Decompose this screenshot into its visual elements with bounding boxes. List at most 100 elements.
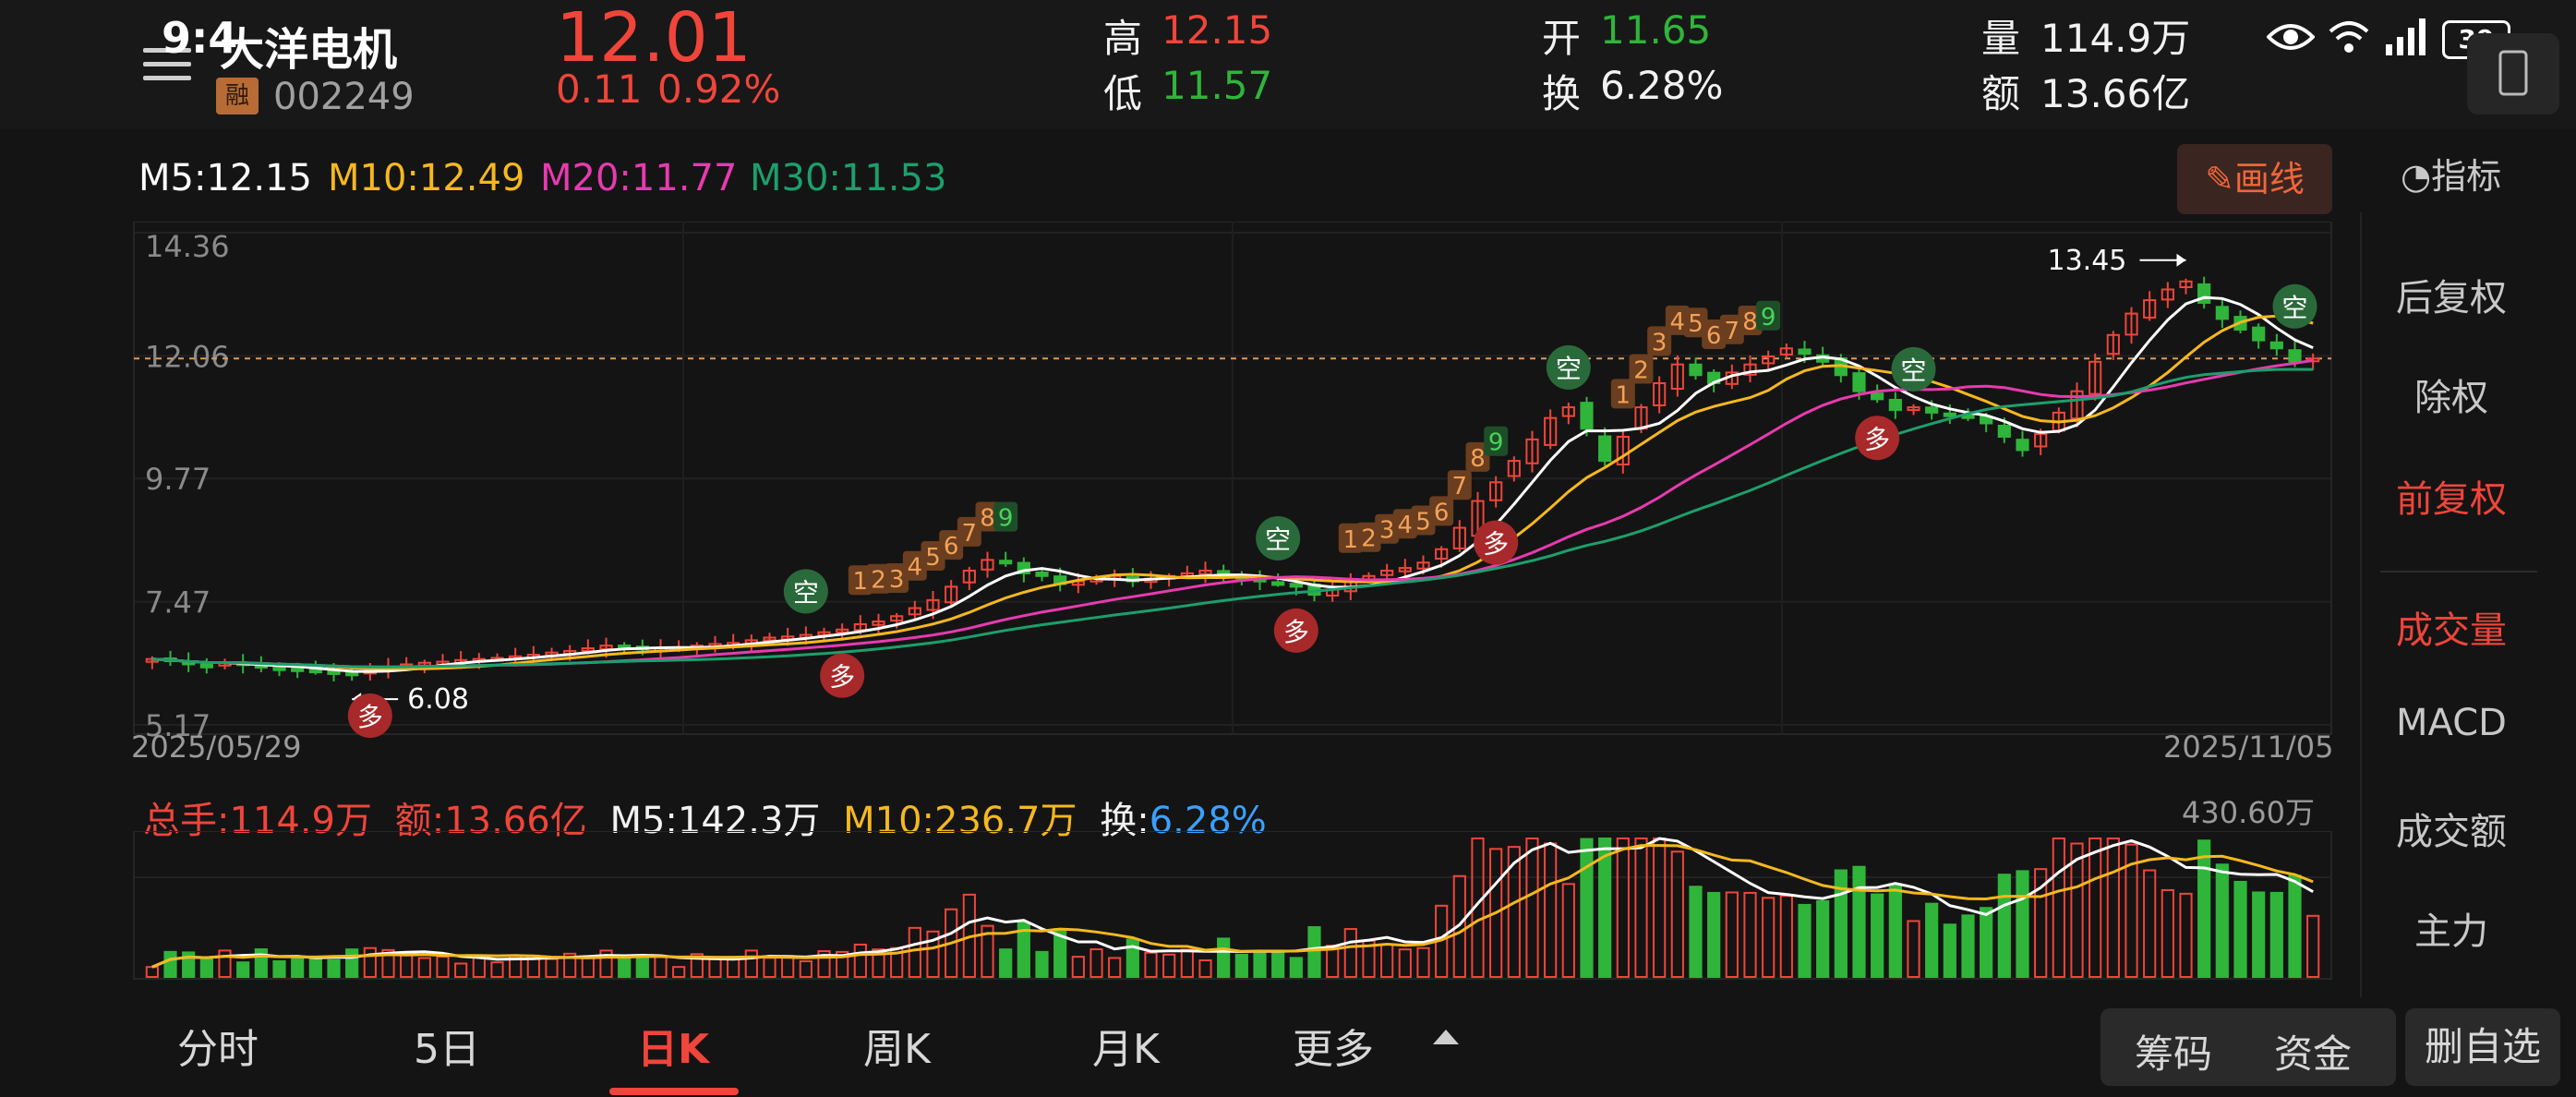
ma30-legend: M30:11.53 bbox=[750, 157, 947, 199]
volume-bar bbox=[1452, 874, 1466, 978]
volume-bar bbox=[272, 959, 286, 979]
sidebar-item-amount[interactable]: 成交额 bbox=[2396, 811, 2507, 853]
volume-bar bbox=[817, 950, 831, 978]
td-counter-text: 1 bbox=[1343, 526, 1359, 554]
volume-bar bbox=[672, 966, 686, 979]
volume-bar bbox=[1271, 949, 1285, 979]
volume-bar bbox=[1707, 891, 1721, 978]
candle-body bbox=[1544, 416, 1558, 446]
indicator-button[interactable]: ◔指标 bbox=[2401, 156, 2502, 197]
candle-body bbox=[926, 598, 940, 611]
kline-chart[interactable]: 14.3612.069.777.475.1713.456.08多多多多多空空空空… bbox=[0, 222, 2345, 776]
y-tick-label: 14.36 bbox=[145, 229, 230, 264]
volume-bar bbox=[945, 908, 958, 978]
candle-body bbox=[1925, 406, 1939, 414]
sidebar-item-ex-rights[interactable]: 除权 bbox=[2414, 377, 2488, 419]
candle-body bbox=[327, 669, 341, 675]
volume-bar bbox=[690, 953, 704, 978]
sell-signal bbox=[2272, 283, 2317, 329]
candle-body bbox=[2106, 333, 2120, 356]
volume-bar bbox=[381, 948, 395, 978]
volume-bar bbox=[236, 961, 250, 979]
candle-body bbox=[1398, 567, 1412, 573]
volume-bar bbox=[1943, 923, 1956, 978]
vol-ma10-line bbox=[151, 844, 2314, 969]
draw-line-button[interactable]: ✎画线 bbox=[2177, 144, 2332, 214]
active-tab-indicator bbox=[609, 1088, 739, 1095]
sell-signal-text: 空 bbox=[1556, 354, 1582, 384]
tab-intraday[interactable]: 分时 bbox=[177, 1026, 259, 1073]
sell-signal-text: 空 bbox=[1900, 356, 1926, 386]
volume-bar bbox=[1561, 883, 1575, 978]
td-counter bbox=[1375, 513, 1400, 544]
volume-bar bbox=[853, 943, 867, 978]
landscape-toggle-button[interactable] bbox=[2467, 33, 2559, 115]
volume-bar bbox=[1544, 842, 1558, 978]
y-tick-label: 7.47 bbox=[145, 585, 211, 621]
volume-bar bbox=[1852, 865, 1866, 978]
candle-body bbox=[2125, 312, 2138, 336]
volume-bar bbox=[599, 949, 613, 978]
volume-bar bbox=[1471, 838, 1485, 978]
td-counter bbox=[1629, 354, 1654, 384]
tab-daily-k[interactable]: 日K bbox=[637, 1026, 710, 1073]
sidebar-item-main-force[interactable]: 主力 bbox=[2414, 910, 2488, 953]
sidebar-item-back-adjust[interactable]: 后复权 bbox=[2396, 277, 2507, 319]
td-counter-text: 3 bbox=[1652, 329, 1667, 356]
status-time: 9:4 bbox=[162, 13, 238, 63]
buy-signal-text: 多 bbox=[1283, 617, 1309, 647]
tab-5day[interactable]: 5日 bbox=[414, 1026, 480, 1073]
tab-monthly-k[interactable]: 月K bbox=[1092, 1026, 1160, 1073]
funds-button[interactable]: 资金 bbox=[2274, 1031, 2353, 1077]
sidebar-item-macd[interactable]: MACD bbox=[2396, 702, 2507, 744]
menu-icon[interactable] bbox=[143, 39, 191, 90]
pencil-icon: ✎ bbox=[2205, 159, 2234, 199]
open-value: 11.65 bbox=[1600, 7, 1712, 53]
high-value: 12.15 bbox=[1162, 7, 1273, 53]
low-value: 11.57 bbox=[1162, 63, 1273, 108]
y-tick-label: 9.77 bbox=[145, 462, 211, 497]
chips-funds-group bbox=[2101, 1008, 2396, 1086]
td-counter bbox=[1429, 496, 1454, 526]
sidebar-item-volume[interactable]: 成交量 bbox=[2396, 609, 2507, 652]
volume-info: 总手:114.9万 额:13.66亿 M5:142.3万 M10:236.7万 … bbox=[143, 790, 1267, 844]
candle-body bbox=[1762, 355, 1776, 365]
volume-bar bbox=[654, 955, 668, 978]
volume-bar bbox=[1798, 903, 1812, 978]
volume-bar bbox=[836, 950, 849, 978]
volume-label: 量 bbox=[1981, 16, 2021, 61]
sell-signal-text: 空 bbox=[1265, 524, 1291, 555]
td-counter bbox=[1447, 470, 1472, 500]
price-change-pct: 0.92% bbox=[657, 66, 781, 112]
volume-bar bbox=[1670, 850, 1684, 978]
sidebar-item-forward-adjust[interactable]: 前复权 bbox=[2396, 478, 2507, 521]
amount-label: 额 bbox=[1981, 71, 2021, 116]
volume-bar bbox=[545, 958, 559, 978]
volume-value: 114.9万 bbox=[2040, 16, 2191, 61]
volume-bar bbox=[1234, 953, 1248, 979]
volume-bar bbox=[1997, 874, 2011, 979]
td-counter bbox=[1683, 307, 1708, 338]
volume-bar bbox=[1725, 891, 1739, 978]
volume-bar bbox=[635, 956, 649, 978]
chips-button[interactable]: 筹码 bbox=[2135, 1031, 2213, 1077]
volume-bar bbox=[218, 949, 232, 978]
td-counter bbox=[1610, 379, 1635, 409]
remove-watchlist-button[interactable]: 删自选 bbox=[2405, 1008, 2560, 1086]
volume-bar bbox=[872, 948, 885, 978]
vol-m5: M5:142.3万 bbox=[609, 800, 821, 842]
candle-body bbox=[1943, 412, 1956, 417]
volume-bar bbox=[926, 930, 940, 978]
volume-chart[interactable] bbox=[0, 831, 2345, 988]
td-counter-text: 6 bbox=[1706, 322, 1722, 350]
sell-signal bbox=[783, 569, 828, 614]
tab-weekly-k[interactable]: 周K bbox=[863, 1026, 931, 1073]
right-sidebar bbox=[2360, 212, 2556, 997]
volume-bar bbox=[363, 946, 377, 978]
candle-body bbox=[853, 622, 867, 632]
td-counter-text: 7 bbox=[1725, 318, 1740, 345]
total-volume: 总手:114.9万 bbox=[143, 800, 372, 842]
candle-body bbox=[581, 647, 595, 653]
candle-body bbox=[2016, 439, 2029, 452]
tab-more[interactable]: 更多 bbox=[1293, 1026, 1374, 1073]
